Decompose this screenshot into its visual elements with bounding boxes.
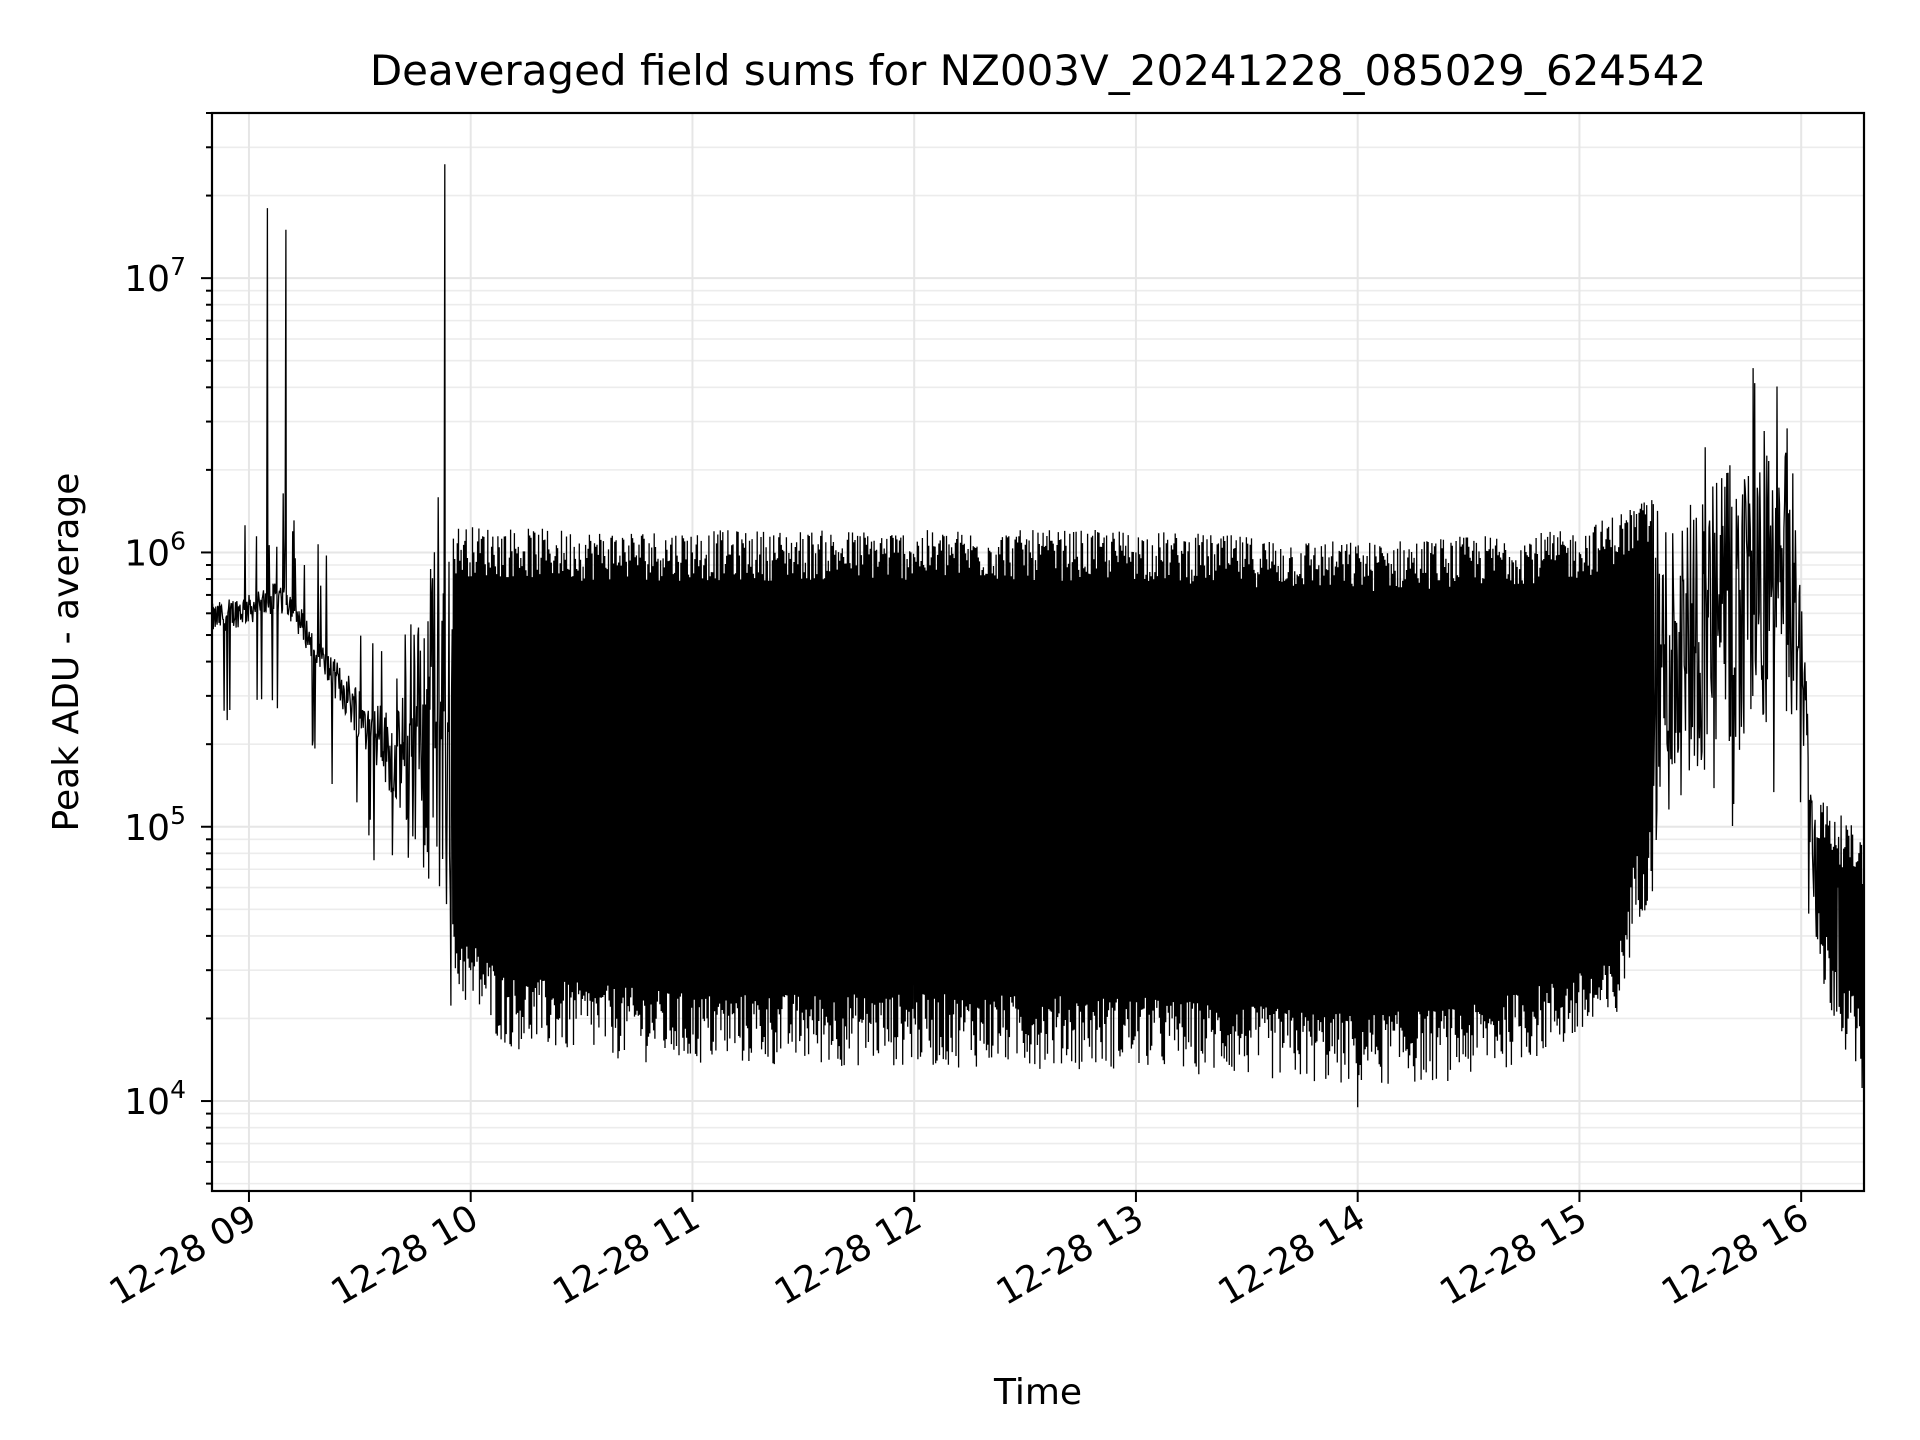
x-tick-label: 12-28 14 (1212, 1197, 1373, 1313)
x-axis: 12-28 09 12-28 10 12-28 11 12-28 12 12-28 13… (103, 1191, 1816, 1314)
series-line (212, 164, 1864, 1144)
y-tick-label: 104 (124, 1075, 186, 1123)
x-tick-label: 12-28 13 (990, 1197, 1151, 1313)
y-tick-label: 105 (124, 801, 186, 849)
plot-frame (210, 111, 1866, 1193)
chart-title: Deaveraged field sums for NZ003V_2024122… (370, 46, 1706, 95)
x-axis-label: Time (993, 1372, 1082, 1413)
y-axis: 104 105 106 107 (124, 112, 212, 1185)
x-tick-label: 12-28 16 (1655, 1197, 1816, 1313)
x-tick-label: 12-28 12 (768, 1197, 929, 1313)
x-tick-label: 12-28 09 (103, 1197, 264, 1313)
x-tick-label: 12-28 11 (546, 1197, 707, 1313)
y-tick-label: 106 (124, 526, 186, 574)
x-tick-label: 12-28 15 (1433, 1197, 1594, 1313)
x-tick-label: 12-28 10 (325, 1197, 486, 1313)
y-tick-label: 107 (124, 252, 186, 300)
y-axis-label: Peak ADU - average (46, 473, 87, 832)
